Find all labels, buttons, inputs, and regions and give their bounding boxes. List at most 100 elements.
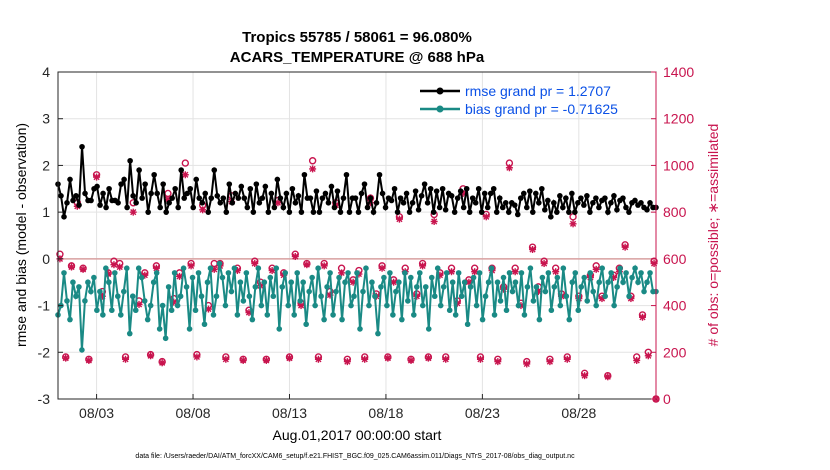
bias-point	[422, 284, 429, 290]
rmse-point	[181, 195, 188, 201]
rmse-point	[145, 209, 151, 215]
rmse-point	[400, 200, 407, 206]
obs-assimilated-marker	[378, 264, 386, 272]
obs-assimilated-marker	[482, 213, 490, 221]
obs-assimilated-marker	[116, 263, 124, 271]
bias-point	[521, 312, 528, 318]
bias-point	[123, 265, 130, 272]
bias-point	[162, 335, 169, 342]
bias-point	[135, 265, 142, 272]
rmse-point	[370, 209, 377, 215]
bias-point	[375, 330, 381, 337]
bias-point	[117, 312, 124, 318]
rmse-point	[602, 195, 608, 201]
bias-point	[228, 288, 235, 295]
bias-point	[431, 293, 438, 300]
plot-area	[58, 72, 656, 399]
obs-assimilated-stroke	[105, 270, 112, 278]
bias-point	[88, 288, 94, 295]
obs-assimilated-marker	[147, 352, 155, 360]
bias-point	[605, 279, 611, 286]
rmse-point	[352, 195, 359, 201]
rmse-point	[545, 197, 551, 204]
bias-point	[608, 270, 614, 276]
rmse-point	[199, 200, 206, 206]
bias-point	[411, 312, 417, 318]
obs-assimilated-marker	[361, 355, 369, 363]
rmse-point	[235, 195, 242, 201]
bias-point	[503, 307, 510, 314]
rmse-point	[560, 204, 566, 211]
bias-point	[357, 326, 363, 332]
rmse-point	[340, 195, 347, 201]
bias-point	[318, 293, 324, 300]
rmse-point	[572, 209, 578, 215]
obs-assimilated-marker	[181, 171, 189, 179]
obs-assimilated-stroke	[79, 266, 87, 273]
obs-assimilated-marker	[552, 268, 560, 276]
bias-point	[464, 321, 471, 328]
bias-point	[626, 293, 632, 300]
bias-point	[106, 279, 112, 286]
rmse-point	[517, 195, 524, 201]
bias-point	[141, 298, 148, 304]
bias-point	[647, 270, 653, 276]
obs-assimilated-marker	[320, 262, 328, 270]
rmse-point	[469, 195, 476, 201]
rmse-point	[292, 200, 299, 206]
bias-point	[500, 274, 507, 281]
bias-point	[249, 316, 256, 323]
rmse-point	[172, 185, 178, 192]
bias-point	[112, 270, 118, 276]
bias-point	[414, 284, 420, 290]
bias-point	[396, 279, 402, 286]
rmse-point	[421, 181, 428, 187]
obs-assimilated-stroke	[338, 269, 345, 276]
rmse-point	[118, 181, 124, 187]
rmse-point	[532, 190, 539, 197]
bias-point	[147, 302, 154, 309]
bias-point	[488, 265, 495, 272]
rmse-point	[436, 204, 443, 211]
rmse-point	[406, 209, 413, 215]
bias-point	[177, 293, 184, 300]
bias-point	[294, 270, 301, 276]
rmse-point	[160, 181, 166, 187]
bias-point	[210, 312, 217, 318]
obs-assimilated-marker	[129, 208, 137, 216]
bias-point	[512, 279, 519, 286]
bias-point	[563, 293, 570, 300]
rmse-point	[313, 188, 320, 194]
bias-point	[363, 265, 369, 272]
rmse-point	[94, 183, 100, 190]
data-file-footnote: data file: /Users/raeder/DAI/ATM_forcXX/…	[135, 453, 575, 460]
rmse-point	[226, 181, 233, 187]
bias-point	[584, 298, 591, 304]
bias-point	[470, 274, 477, 281]
rmse-point	[250, 209, 257, 215]
bias-point	[192, 307, 199, 314]
bias-point	[204, 279, 211, 286]
rmse-point	[241, 195, 248, 201]
obs-assimilated-marker	[68, 263, 76, 271]
x-tick-label: 08/13	[272, 405, 307, 421]
bias-point	[138, 274, 145, 281]
bias-point	[554, 274, 561, 281]
rmse-point	[520, 190, 527, 197]
bias-point	[255, 265, 262, 272]
obs-assimilated-stroke	[529, 246, 536, 253]
bias-point	[324, 284, 330, 290]
obs-assimilated-marker	[141, 271, 149, 279]
rmse-point	[424, 200, 431, 206]
bias-point	[614, 284, 620, 290]
rmse-point	[184, 190, 191, 197]
rmse-point	[463, 185, 470, 192]
rmse-point	[539, 185, 545, 192]
rmse-point	[187, 185, 194, 192]
obs-assimilated-stroke	[188, 262, 195, 269]
rmse-point	[295, 192, 302, 199]
rmse-point	[587, 209, 593, 215]
rmse-point	[430, 209, 437, 215]
rmse-point	[451, 209, 458, 215]
